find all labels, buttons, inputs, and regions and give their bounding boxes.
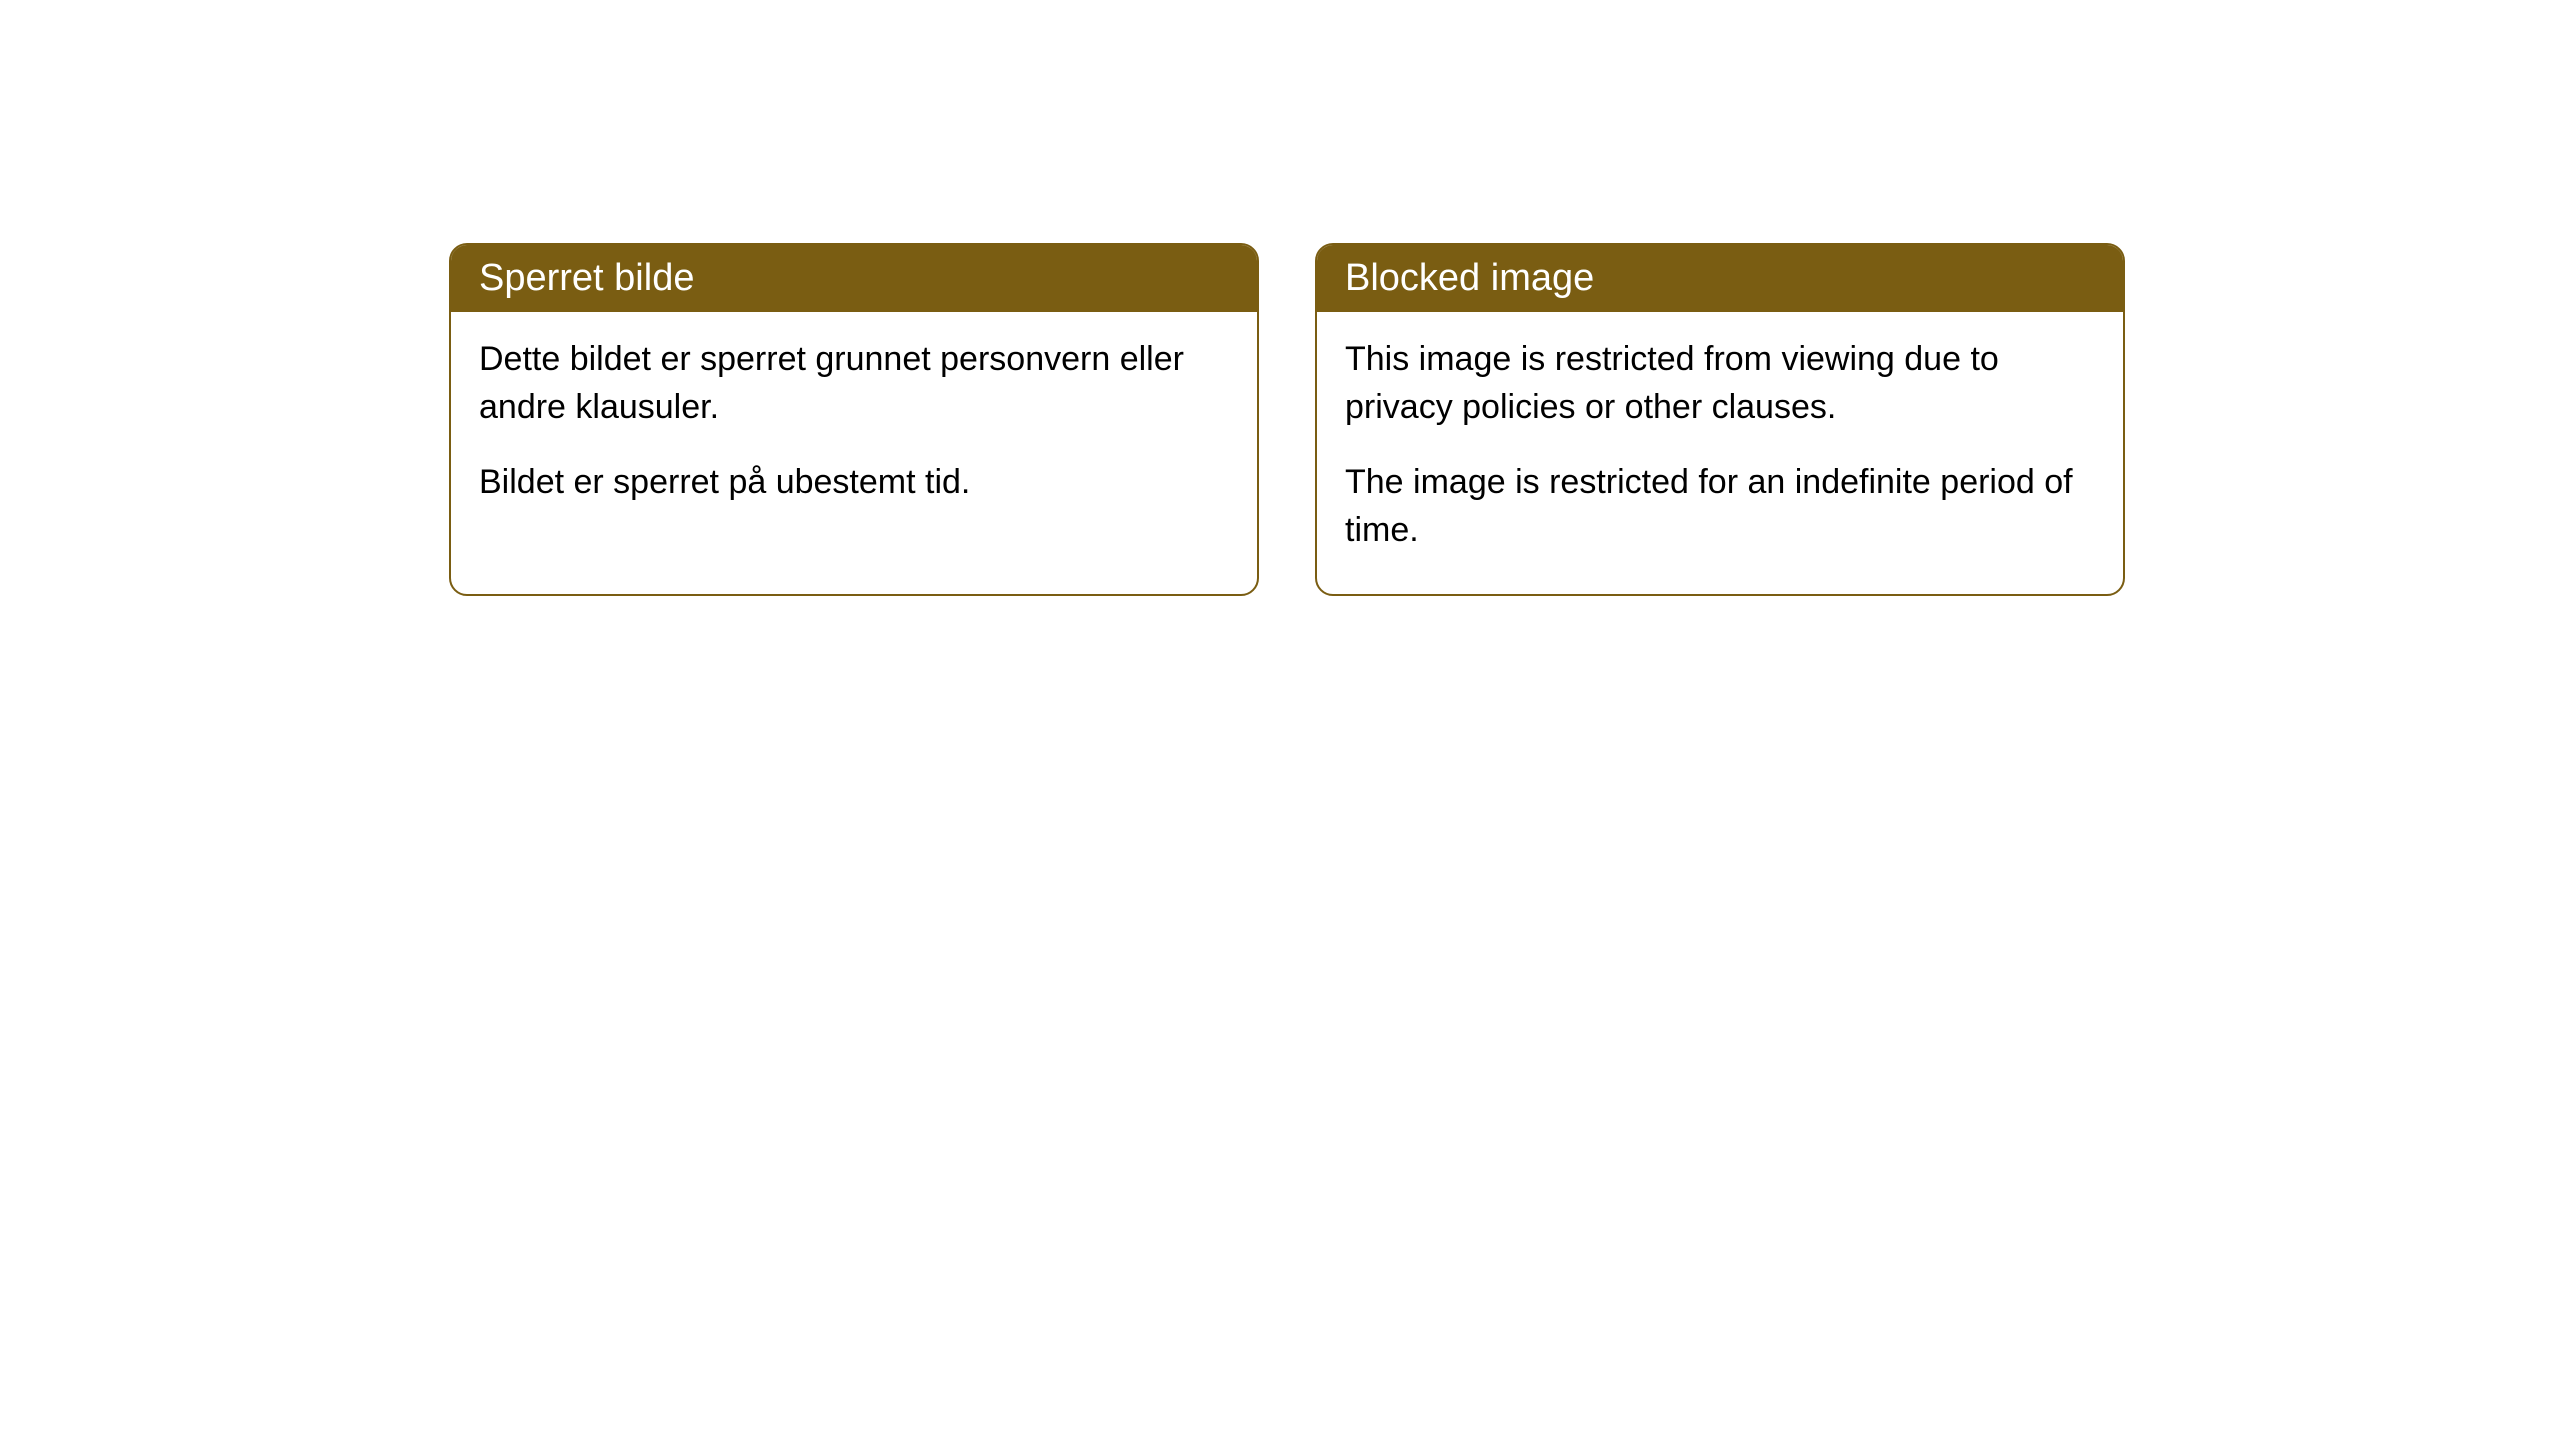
card-title: Blocked image <box>1345 257 1594 299</box>
card-paragraph-2: Bildet er sperret på ubestemt tid. <box>479 459 1229 507</box>
card-header: Blocked image <box>1317 245 2123 312</box>
card-body: Dette bildet er sperret grunnet personve… <box>451 312 1257 547</box>
card-paragraph-1: Dette bildet er sperret grunnet personve… <box>479 336 1229 431</box>
notice-card-english: Blocked image This image is restricted f… <box>1315 243 2125 596</box>
card-body: This image is restricted from viewing du… <box>1317 312 2123 594</box>
notice-cards-container: Sperret bilde Dette bildet er sperret gr… <box>449 243 2125 596</box>
card-title: Sperret bilde <box>479 257 694 299</box>
card-paragraph-1: This image is restricted from viewing du… <box>1345 336 2095 431</box>
card-paragraph-2: The image is restricted for an indefinit… <box>1345 459 2095 554</box>
card-header: Sperret bilde <box>451 245 1257 312</box>
notice-card-norwegian: Sperret bilde Dette bildet er sperret gr… <box>449 243 1259 596</box>
